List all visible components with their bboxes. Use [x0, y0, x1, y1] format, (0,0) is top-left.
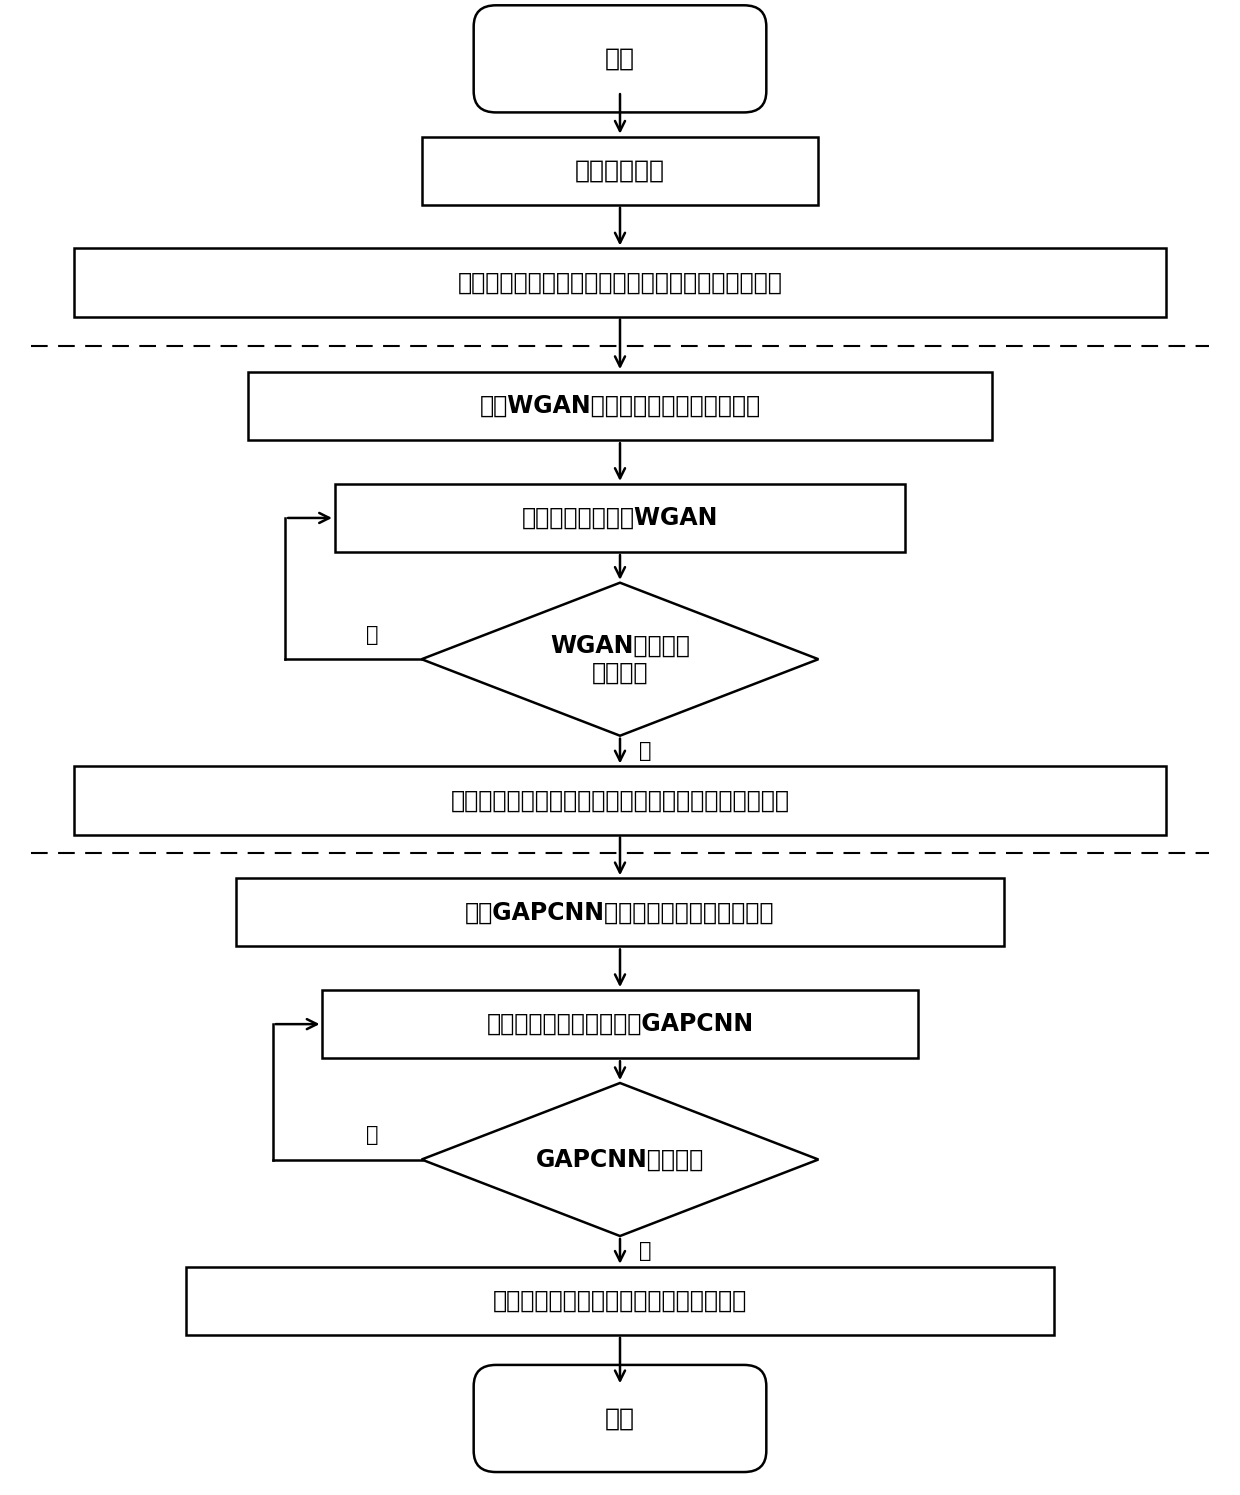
Text: WGAN是否达到
纳什均衡: WGAN是否达到 纳什均衡	[551, 634, 689, 685]
FancyBboxPatch shape	[474, 1365, 766, 1473]
Bar	[186, 1266, 1054, 1335]
Bar	[422, 136, 818, 205]
Bar	[335, 484, 905, 552]
Bar	[248, 372, 992, 440]
Text: 是: 是	[639, 1241, 651, 1262]
Text: 否: 否	[366, 625, 378, 644]
Text: 对原始振动信号进行傅里叶变化，得到频域样本数据: 对原始振动信号进行傅里叶变化，得到频域样本数据	[458, 271, 782, 295]
Bar	[236, 878, 1004, 946]
Text: 输入二维数据样本，训练GAPCNN: 输入二维数据样本，训练GAPCNN	[486, 1012, 754, 1036]
FancyBboxPatch shape	[474, 6, 766, 112]
Polygon shape	[422, 1082, 818, 1236]
Polygon shape	[422, 583, 818, 736]
Text: 开始: 开始	[605, 46, 635, 70]
Text: 将生成器生成数据混合到真实样本中并转换为二维数据: 将生成器生成数据混合到真实样本中并转换为二维数据	[450, 788, 790, 812]
Bar	[74, 248, 1166, 317]
Bar	[322, 990, 918, 1058]
Text: 结束: 结束	[605, 1407, 635, 1431]
Text: 原始振动信号: 原始振动信号	[575, 158, 665, 182]
Text: 输入样本数据训练WGAN: 输入样本数据训练WGAN	[522, 505, 718, 529]
Text: 训练完成，输入测试样本，输出诊断结果: 训练完成，输入测试样本，输出诊断结果	[492, 1289, 748, 1313]
Text: 建立WGAN网络模型，初始化网络参数: 建立WGAN网络模型，初始化网络参数	[480, 395, 760, 419]
Text: GAPCNN是否收敛: GAPCNN是否收敛	[536, 1148, 704, 1172]
Text: 是: 是	[639, 742, 651, 761]
Bar	[74, 767, 1166, 834]
Text: 构建GAPCNN网络模型，初始化网络参数: 构建GAPCNN网络模型，初始化网络参数	[465, 900, 775, 924]
Text: 否: 否	[366, 1126, 378, 1145]
